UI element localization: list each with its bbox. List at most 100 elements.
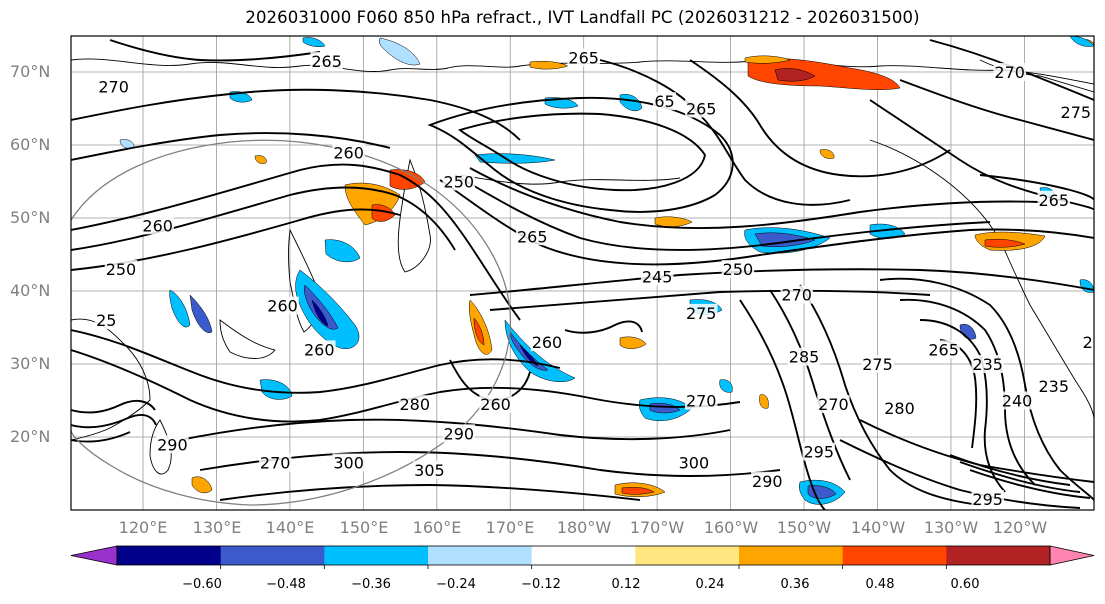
colorbar-segment bbox=[220, 546, 325, 565]
colorbar-segment bbox=[428, 546, 533, 565]
lat-label-40: 40°N bbox=[10, 281, 51, 300]
colorbar-tick-label: −0.60 bbox=[182, 577, 222, 592]
colorbar-tick-label: 0.60 bbox=[950, 577, 980, 592]
contour-label: 25 bbox=[96, 311, 116, 330]
lon-label-130w: 130°W bbox=[923, 518, 979, 537]
contour-label-bg bbox=[780, 285, 813, 304]
lon-label-160e: 160°E bbox=[412, 518, 462, 537]
contour-label-bg bbox=[640, 267, 674, 286]
contour-label-bg bbox=[817, 395, 850, 414]
contour-label: 265 bbox=[311, 52, 342, 71]
contour-label-bg bbox=[479, 395, 512, 414]
colorbar-tick-label: −0.48 bbox=[266, 577, 306, 592]
contour-label-bg bbox=[156, 435, 189, 454]
contour-label-bg bbox=[677, 453, 711, 472]
contour-label: 265 bbox=[1039, 191, 1070, 210]
contour-label-bg bbox=[751, 471, 784, 490]
contour-label-bg bbox=[861, 355, 894, 373]
contour-label: 270 bbox=[994, 63, 1025, 82]
contour-label: 295 bbox=[972, 490, 1003, 509]
contour-label-bg bbox=[413, 460, 446, 479]
contour-label-bg bbox=[993, 63, 1026, 81]
lat-label-30: 30°N bbox=[10, 354, 51, 373]
contour-label-bg bbox=[258, 453, 292, 472]
contour-label: 300 bbox=[679, 454, 710, 473]
lat-label-60: 60°N bbox=[10, 135, 51, 154]
contour-label: 290 bbox=[752, 472, 783, 491]
colorbar-tick-label: 0.12 bbox=[611, 577, 641, 592]
contour-label-bg bbox=[721, 260, 755, 279]
contour-label: 240 bbox=[1002, 392, 1033, 411]
landfall-circle bbox=[71, 139, 512, 506]
contour-label-bg bbox=[652, 92, 676, 111]
colorbar bbox=[70, 545, 1095, 569]
contour-label-bg bbox=[1037, 190, 1071, 209]
colorbar-extend-max bbox=[1049, 545, 1095, 566]
colorbar-tick-label: 0.48 bbox=[865, 577, 895, 592]
lon-label-130e: 130°E bbox=[192, 518, 242, 537]
contour-label: 265 bbox=[517, 227, 548, 246]
contour-label: 265 bbox=[928, 340, 959, 359]
contour-label-bg bbox=[530, 333, 564, 352]
contour-label-bg bbox=[567, 48, 600, 67]
contour-label: 290 bbox=[444, 424, 475, 443]
contour-label-bg bbox=[927, 340, 960, 359]
contour-label-bg bbox=[97, 77, 130, 96]
lon-label-160w: 160°W bbox=[703, 518, 759, 537]
lon-label-140w: 140°W bbox=[850, 518, 906, 537]
contour-label: 295 bbox=[803, 443, 834, 462]
contour-label-bg bbox=[398, 395, 432, 414]
contour-label: 280 bbox=[399, 395, 430, 414]
contour-label: 250 bbox=[723, 260, 754, 279]
contour-label-bg bbox=[684, 303, 718, 322]
map-frame bbox=[70, 35, 1095, 511]
contour-label-bg bbox=[684, 391, 718, 410]
colorbar-tick-label: −0.12 bbox=[521, 577, 561, 592]
contour-label: 265 bbox=[686, 100, 717, 119]
lon-label-120e: 120°E bbox=[118, 518, 168, 537]
colorbar-frame bbox=[116, 545, 1051, 566]
contour-labels: 265 270 265 65 265 260 250 270 275 265 260 265 250 24… bbox=[94, 48, 1094, 509]
colorbar-segment bbox=[324, 546, 429, 565]
contour-label-bg bbox=[1059, 103, 1093, 122]
contour-label: 260 bbox=[304, 340, 335, 359]
colorbar-tick-label: −0.24 bbox=[436, 577, 476, 592]
contour-label-bg bbox=[303, 340, 336, 359]
contour-label: 270 bbox=[260, 454, 291, 473]
contour-label: 270 bbox=[686, 392, 717, 411]
lon-label-150e: 150°E bbox=[339, 518, 389, 537]
colorbar-segment bbox=[842, 546, 947, 565]
contour-label: 265 bbox=[568, 48, 599, 67]
colorbar-segment bbox=[946, 546, 1051, 565]
lon-label-120w: 120°W bbox=[992, 518, 1048, 537]
contour-label: 65 bbox=[654, 92, 674, 111]
contour-label: 285 bbox=[789, 348, 820, 367]
lat-label-70: 70°N bbox=[10, 62, 51, 81]
contour-label: 270 bbox=[98, 78, 129, 97]
contour-label: 260 bbox=[532, 333, 563, 352]
colorbar-tick-label: −0.36 bbox=[351, 577, 391, 592]
contour-label-bg bbox=[141, 216, 174, 235]
contour-label-bg bbox=[442, 172, 476, 191]
map-background bbox=[71, 36, 1094, 510]
colorbar-tick-label: 0.36 bbox=[780, 577, 810, 592]
contour-label: 275 bbox=[1061, 103, 1092, 122]
contour-label: 260 bbox=[267, 297, 298, 316]
colorbar-extend-min bbox=[70, 545, 118, 566]
contour-label: 280 bbox=[884, 399, 915, 418]
lat-label-50: 50°N bbox=[10, 208, 51, 227]
contour-label: 305 bbox=[414, 461, 445, 480]
contour-label: 235 bbox=[1039, 377, 1070, 396]
lon-label-170w: 170°W bbox=[629, 518, 685, 537]
contour-label-bg bbox=[332, 143, 365, 162]
contour-label: 275 bbox=[862, 355, 893, 374]
contour-label: 270 bbox=[818, 395, 849, 414]
contour-label: 250 bbox=[444, 173, 475, 192]
contour-label-bg bbox=[1081, 333, 1094, 352]
contour-label: 260 bbox=[142, 216, 173, 235]
contour-label-bg bbox=[332, 453, 365, 472]
contour-label-bg bbox=[1000, 391, 1034, 410]
contour-label: 260 bbox=[333, 143, 364, 162]
contour-label-bg bbox=[104, 260, 138, 279]
